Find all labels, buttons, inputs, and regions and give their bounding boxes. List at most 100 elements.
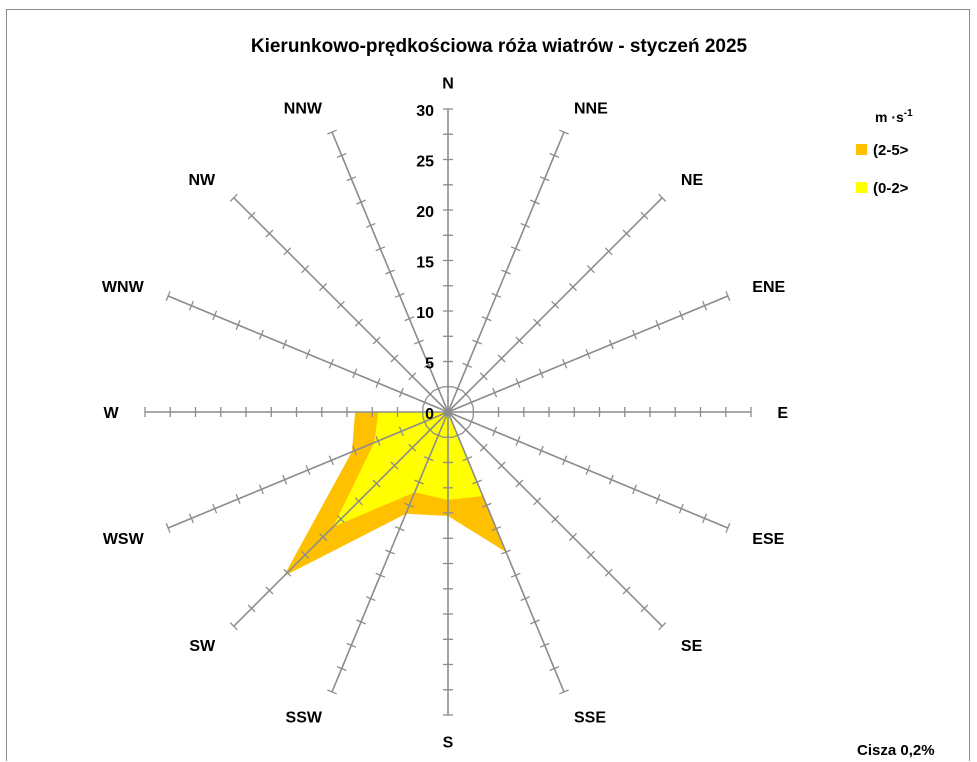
tick-ESE [585,465,591,475]
tick-WNW [352,368,358,379]
series-area-2 [333,412,483,527]
tick-NW [408,372,417,381]
tick-NE [568,283,577,292]
direction-label-W: W [103,405,119,422]
tick-ESE [702,513,708,524]
tick-ENE [585,349,591,359]
tick-SE [497,461,506,470]
tick-ENE [655,320,661,330]
tick-NNW [375,246,386,252]
tick-NE [533,318,542,327]
tick-SSW [356,619,366,625]
tick-ESE [515,436,521,446]
legend-unit: m ·s [875,109,904,125]
series-areas [283,412,506,577]
tick-SE [658,622,667,631]
tick-SSE [481,502,492,508]
tick-SSE [501,549,511,555]
tick-NW [390,354,399,363]
tick-NNE [559,129,569,135]
tick-ENE [562,358,568,369]
tick-NE [497,354,506,363]
direction-label-NNW: NNW [284,101,323,118]
tick-SW [319,532,328,541]
chart-area: Kierunkowo-prędkościowa róża wiatrów - s… [6,9,970,761]
tick-SW [372,479,381,488]
chart-title: Kierunkowo-prędkościowa róża wiatrów - s… [251,36,748,57]
tick-NNW [327,129,337,135]
tick-WNW [305,349,311,359]
tick-SE [604,568,613,577]
radial-tick-label: 30 [416,103,434,120]
tick-WSW [165,523,171,533]
tick-ENE [725,291,731,301]
tick-SW [408,443,417,452]
tick-ENE [632,329,638,340]
tick-ESE [608,474,614,485]
tick-SSW [414,479,424,485]
tick-NW [426,390,435,399]
tick-ENE [492,387,498,398]
tick-NNW [346,176,357,182]
tick-SW [336,515,345,524]
direction-label-NW: NW [188,172,216,189]
tick-NNW [414,339,424,345]
tick-WSW [258,484,264,495]
tick-NNW [356,199,366,205]
tick-SE [551,515,560,524]
tick-SSE [452,432,463,438]
tick-SW [265,586,274,595]
tick-ESE [538,445,544,456]
tick-SSW [423,456,434,462]
tick-ESE [562,455,568,466]
tick-SE [461,425,470,434]
direction-label-WSW: WSW [103,531,145,548]
direction-label-E: E [777,405,788,422]
tick-WSW [375,436,381,446]
tick-SSW [336,666,347,672]
wind-rose-chart: Kierunkowo-prędkościowa róża wiatrów - s… [102,36,935,759]
tick-NNW [404,316,415,322]
direction-label-SW: SW [189,638,216,655]
tick-WNW [328,358,334,369]
tick-NNE [549,152,560,158]
radial-tick-label: 10 [416,305,434,322]
tick-NW [336,300,345,309]
tick-NNE [452,386,463,392]
tick-WNW [258,329,264,340]
tick-NE [640,211,649,220]
tick-WNW [282,339,288,350]
tick-SSW [433,432,444,438]
tick-SSE [530,619,540,625]
radial-grid [144,108,752,716]
tick-NNE [510,246,521,252]
tick-SW [247,604,256,613]
tick-NE [461,390,470,399]
tick-NE [622,229,631,238]
tick-NNW [394,292,405,298]
tick-SW [301,550,310,559]
tick-SSW [385,549,395,555]
tick-SE [586,550,595,559]
tick-NNW [433,386,444,392]
tick-NNE [520,222,531,228]
tick-ESE [725,523,731,533]
legend: m ·s-1 (2-5> (0-2> [856,108,913,197]
legend-swatch-series-2 [856,182,867,193]
tick-WNW [188,300,194,311]
tick-SW [426,425,435,434]
tick-NW [301,265,310,274]
tick-ENE [702,300,708,311]
tick-SW [229,622,238,631]
tick-SSE [510,572,521,578]
radial-tick-label: 5 [425,356,434,373]
tick-SSW [346,642,357,648]
legend-title: m ·s-1 [875,108,913,125]
tick-SW [354,497,363,506]
tick-NNE [539,176,550,182]
tick-SSW [394,526,405,532]
direction-label-SSW: SSW [286,709,323,726]
tick-NW [372,336,381,345]
calm-note: Cisza 0,2% [857,742,935,759]
direction-label-WNW: WNW [102,279,145,296]
